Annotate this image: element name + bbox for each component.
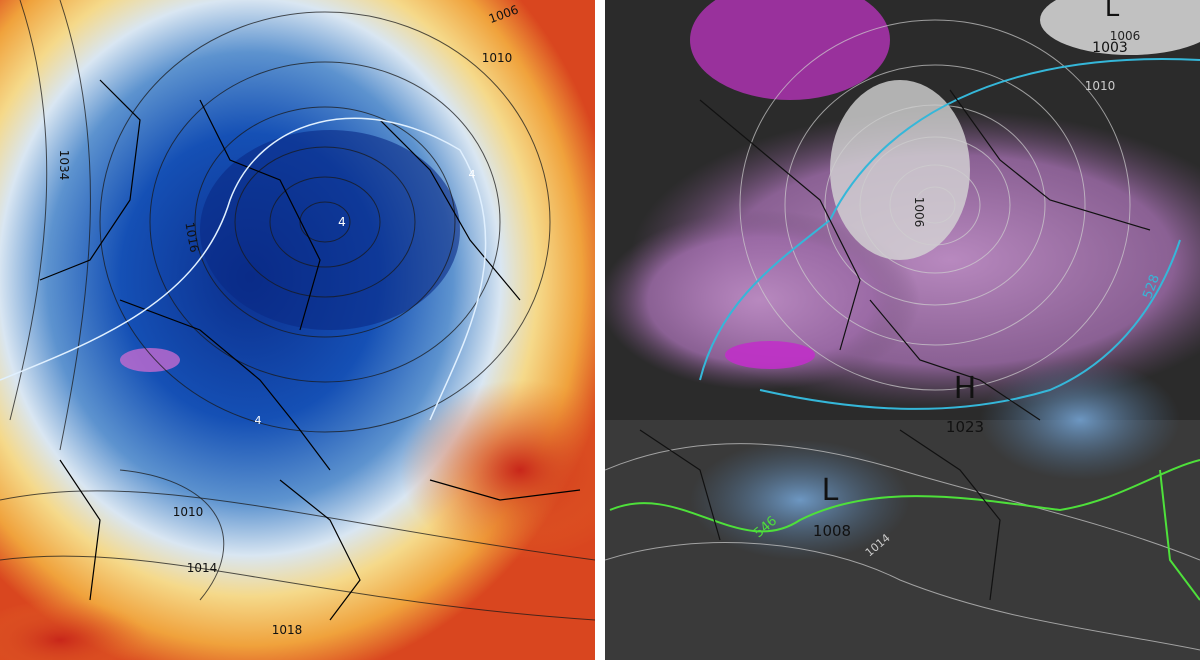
isobar-label: 4 — [469, 168, 476, 181]
isobar-label: 1010 — [1085, 79, 1116, 93]
isobar-label: 1023 — [946, 418, 984, 436]
isobar-label: 1010 — [173, 505, 204, 519]
isobar-label: 1034 — [57, 150, 71, 181]
isobar-label: 1008 — [813, 522, 851, 540]
isobar-label: 4 — [338, 215, 346, 229]
isobar-label: 1018 — [272, 623, 303, 637]
isobar-label: 1003 — [1092, 40, 1128, 56]
left-map — [0, 0, 595, 660]
isobar-label: 4 — [255, 414, 262, 427]
isobar-label: 1006 — [912, 197, 926, 228]
isobar-label: 1014 — [187, 561, 218, 575]
isobar-label: 1006 — [1110, 29, 1141, 43]
isobar-label: H — [954, 371, 977, 406]
isobar-label: 1016 — [182, 221, 201, 254]
isobar-label: 1010 — [482, 51, 513, 65]
right-map — [605, 0, 1200, 660]
isobar-label: L — [822, 473, 839, 508]
isobar-label: L — [1105, 0, 1120, 23]
